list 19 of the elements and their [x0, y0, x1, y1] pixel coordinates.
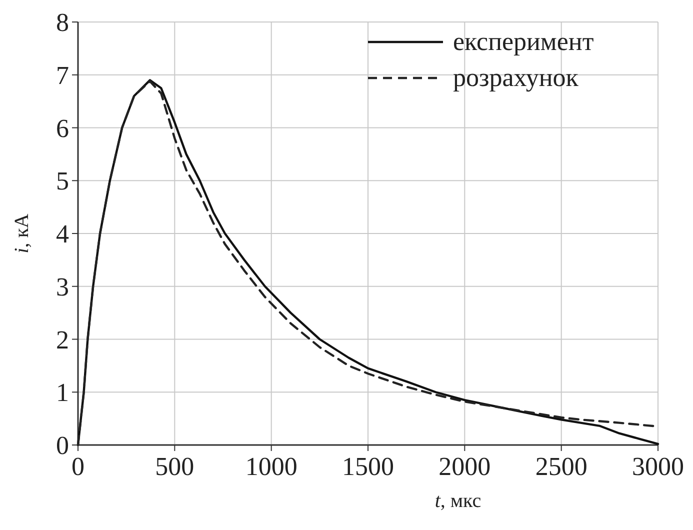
- y-tick-label: 1: [56, 378, 69, 408]
- x-tick-label: 1000: [245, 452, 298, 481]
- y-tick-label: 0: [56, 431, 69, 460]
- x-tick-label: 2000: [438, 452, 491, 481]
- x-tick-label: 1500: [342, 452, 394, 481]
- x-tick-label: 3000: [632, 452, 684, 481]
- legend-label: експеримент: [453, 27, 594, 56]
- y-tick-label: 7: [56, 60, 69, 90]
- y-axis-title: i, кА: [11, 213, 33, 254]
- x-tick-label: 2500: [535, 452, 588, 481]
- y-tick-label: 2: [56, 325, 69, 354]
- y-tick-label: 6: [56, 114, 69, 143]
- y-tick-label: 3: [56, 272, 69, 302]
- x-tick-label: 500: [155, 452, 194, 481]
- y-tick-label: 4: [56, 220, 69, 248]
- legend-label: розрахунок: [453, 63, 579, 92]
- y-tick-label: 8: [56, 8, 69, 37]
- x-axis-title: t, мкс: [434, 490, 482, 512]
- y-tick-label: 5: [56, 166, 69, 196]
